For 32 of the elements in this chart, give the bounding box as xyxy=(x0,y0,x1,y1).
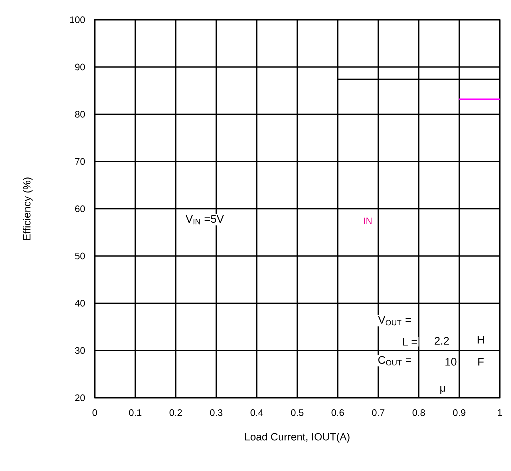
annotation: 10 xyxy=(446,358,457,366)
annotation: 2.2 xyxy=(434,337,450,345)
annotation: μ xyxy=(440,386,446,394)
y-tick-label: 60 xyxy=(75,206,86,212)
x-tick-label: 0.3 xyxy=(210,410,223,416)
y-tick-label: 80 xyxy=(75,111,86,118)
x-tick-label: 0 xyxy=(92,410,98,416)
x-tick-label: 0.8 xyxy=(412,410,426,416)
x-axis-title: Load Current, IOUT(A) xyxy=(245,433,350,443)
y-tick-label: 90 xyxy=(75,64,86,71)
y-tick-label: 30 xyxy=(75,347,86,354)
annotation: F xyxy=(478,358,484,366)
y-tick-label: 20 xyxy=(75,394,86,402)
y-tick-label: 70 xyxy=(75,158,86,166)
annotation: H xyxy=(478,336,484,344)
x-tick-label: 0.4 xyxy=(250,410,264,416)
x-tick-label: 1 xyxy=(498,410,502,416)
y-axis-title: Efficiency (%) xyxy=(23,178,33,240)
y-tick-label: 50 xyxy=(75,252,86,260)
x-tick-label: 0.5 xyxy=(291,410,304,416)
annotation: IN xyxy=(364,218,372,224)
annotation: C$_{OUT}$ = xyxy=(378,356,412,366)
annotation: V$_{OUT}$ = xyxy=(378,316,412,326)
x-tick-label: 0.2 xyxy=(170,410,182,416)
annotation: V$_{IN}$ =5V xyxy=(186,215,224,225)
annotation: L = xyxy=(403,338,418,346)
x-tick-label: 0.7 xyxy=(372,410,385,416)
x-tick-label: 0.1 xyxy=(129,410,142,416)
x-tick-label: 0.6 xyxy=(332,410,344,416)
x-tick-label: 0.9 xyxy=(453,410,466,416)
y-tick-label: 100 xyxy=(70,16,86,24)
y-tick-label: 40 xyxy=(75,300,86,307)
